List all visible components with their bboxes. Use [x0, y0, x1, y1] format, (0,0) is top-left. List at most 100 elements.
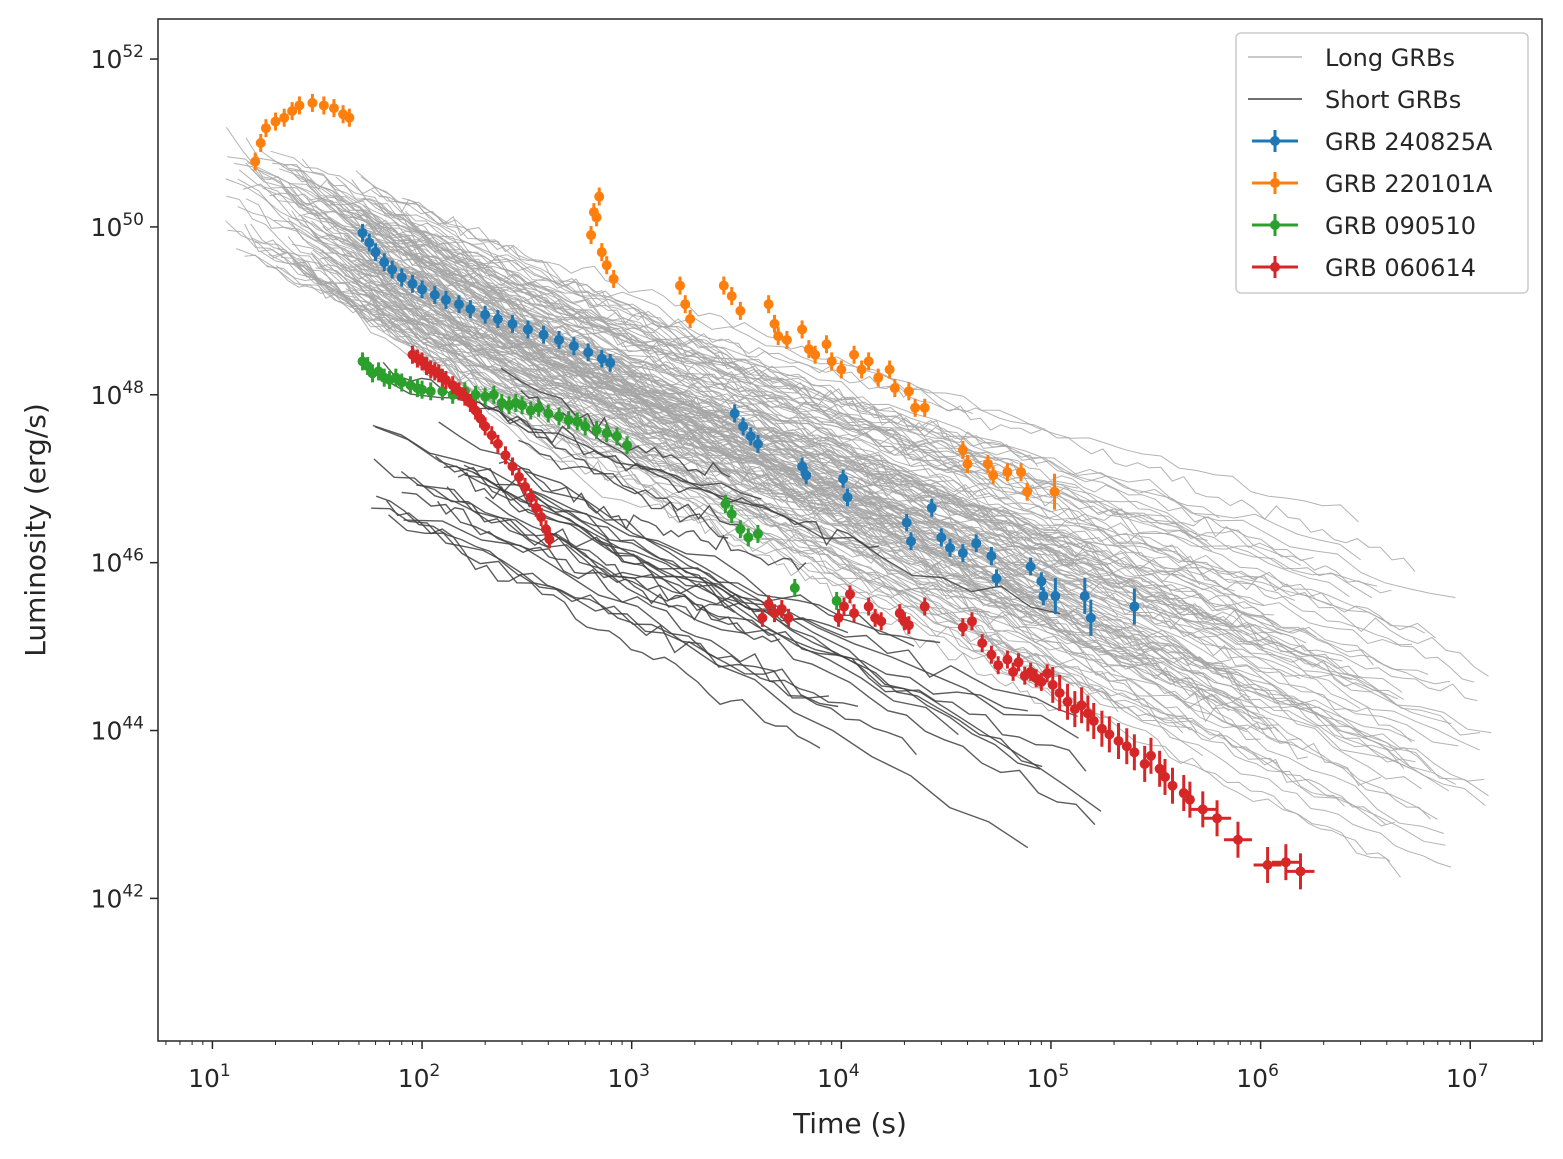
data-point [362, 361, 373, 372]
data-point [486, 430, 497, 441]
data-point [1167, 780, 1178, 791]
data-point [572, 416, 583, 427]
data-point [591, 212, 602, 223]
long-grb-curve [409, 244, 1201, 586]
data-point [720, 498, 731, 509]
x-tick-label: 102 [398, 1061, 441, 1093]
long-grb-curve [284, 186, 1431, 820]
data-point [525, 405, 536, 416]
short-grb-curve [375, 495, 917, 756]
series-grb-220101a [250, 93, 1060, 510]
long-grb-curve [363, 197, 1275, 616]
long-grb-curve [306, 197, 1321, 666]
data-point [601, 260, 612, 271]
data-point [781, 334, 792, 345]
data-point [1013, 657, 1024, 668]
data-point [821, 339, 832, 350]
data-point [1088, 715, 1099, 726]
x-tick-label: 103 [607, 1061, 650, 1093]
data-point [735, 524, 746, 535]
data-point [971, 538, 982, 549]
data-point [845, 589, 855, 600]
y-tick-label: 1046 [91, 546, 144, 578]
long-grb-curve [313, 205, 1392, 594]
data-point [752, 438, 763, 449]
data-point [538, 329, 549, 340]
data-point [839, 601, 850, 612]
data-point [536, 511, 547, 522]
data-point [993, 660, 1004, 671]
long-grb-curve [328, 216, 1489, 677]
data-point [982, 458, 993, 469]
x-tick-label: 106 [1236, 1061, 1279, 1093]
data-point [776, 604, 787, 615]
long-grb-curve [271, 162, 1475, 683]
data-point [1212, 813, 1223, 824]
data-point [1016, 467, 1027, 478]
data-point [1002, 467, 1013, 478]
short-grb-curve [380, 376, 1061, 615]
long-grb-curve [225, 127, 1218, 704]
long-grb-curve [379, 202, 1478, 702]
long-grb-curve [244, 254, 1320, 721]
data-point [379, 257, 390, 268]
data-point [250, 156, 261, 167]
short-grb-curve [400, 470, 1087, 772]
data-point [492, 438, 503, 449]
legend-swatch-grb-090510 [1252, 214, 1298, 236]
data-point [849, 608, 860, 619]
data-point [480, 391, 491, 402]
data-point [863, 356, 874, 367]
short-grb-curve [438, 421, 1043, 768]
data-point [1050, 591, 1061, 602]
data-point [884, 364, 895, 375]
data-point [745, 431, 756, 442]
data-point [553, 411, 564, 422]
data-point [991, 573, 1002, 584]
short-grb-curve [463, 464, 765, 627]
data-point [387, 264, 398, 275]
long-grb-curve [366, 259, 1181, 630]
data-point [894, 608, 905, 619]
data-point [1104, 729, 1115, 740]
long-grb-curve [371, 189, 996, 487]
data-point [1002, 654, 1013, 665]
data-point [738, 421, 749, 432]
data-point [307, 97, 318, 108]
long-grb-curve [320, 237, 1283, 635]
data-point [596, 247, 607, 258]
data-point [797, 324, 808, 335]
data-point [1160, 771, 1171, 782]
data-point [533, 402, 544, 413]
data-point [525, 492, 536, 503]
data-point [1280, 857, 1291, 868]
data-point [863, 601, 874, 612]
data-point [470, 405, 481, 416]
y-tick-label: 1050 [91, 210, 144, 242]
data-point [543, 408, 554, 419]
data-point [826, 356, 837, 367]
data-point [279, 112, 290, 123]
data-point [544, 534, 555, 545]
data-point [294, 100, 305, 111]
data-point [611, 431, 622, 442]
data-point [957, 622, 968, 633]
data-point [789, 582, 800, 593]
data-point [429, 289, 440, 300]
data-point [977, 638, 988, 649]
data-point [1047, 679, 1058, 690]
long-grb-curve [291, 210, 1084, 655]
x-tick-label: 101 [188, 1061, 231, 1093]
data-point [1025, 561, 1036, 572]
data-point [396, 272, 407, 283]
legend-label-long-grbs: Long GRBs [1325, 44, 1455, 72]
data-point [842, 492, 853, 503]
legend-swatch-grb-220101a [1252, 172, 1298, 194]
data-point [752, 528, 763, 539]
data-point [407, 278, 418, 289]
data-point [680, 299, 691, 310]
legend: Long GRBs Short GRBs GRB 240825A GRB 220… [1235, 32, 1529, 294]
data-point [1113, 736, 1124, 747]
data-point [901, 517, 912, 528]
